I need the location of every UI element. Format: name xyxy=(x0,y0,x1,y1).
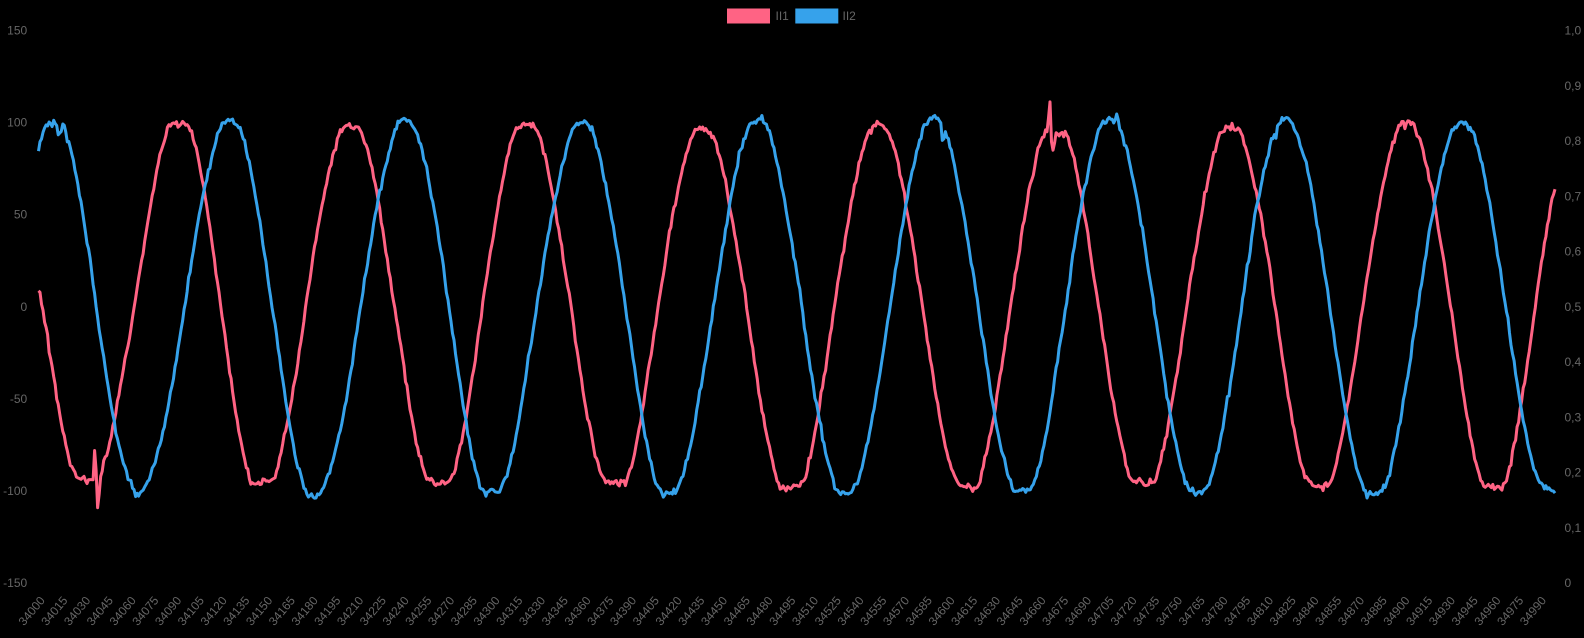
svg-text:0,4: 0,4 xyxy=(1565,355,1582,369)
svg-text:-100: -100 xyxy=(3,484,27,498)
svg-text:0,5: 0,5 xyxy=(1565,300,1582,314)
svg-text:0,2: 0,2 xyxy=(1565,466,1582,480)
svg-text:-50: -50 xyxy=(10,392,28,406)
svg-text:0: 0 xyxy=(1565,576,1572,590)
svg-text:0,6: 0,6 xyxy=(1565,245,1582,259)
svg-text:0,9: 0,9 xyxy=(1565,79,1582,93)
svg-text:0,1: 0,1 xyxy=(1565,521,1582,535)
svg-text:0,8: 0,8 xyxy=(1565,134,1582,148)
svg-text:0,3: 0,3 xyxy=(1565,410,1582,424)
svg-text:0,7: 0,7 xyxy=(1565,189,1582,203)
svg-text:1,0: 1,0 xyxy=(1565,24,1582,38)
svg-text:50: 50 xyxy=(14,208,28,222)
svg-text:100: 100 xyxy=(7,116,27,130)
svg-text:II1: II1 xyxy=(776,9,790,23)
svg-text:-150: -150 xyxy=(3,576,27,590)
svg-text:0: 0 xyxy=(21,300,28,314)
svg-text:150: 150 xyxy=(7,24,27,38)
svg-text:II2: II2 xyxy=(843,9,857,23)
